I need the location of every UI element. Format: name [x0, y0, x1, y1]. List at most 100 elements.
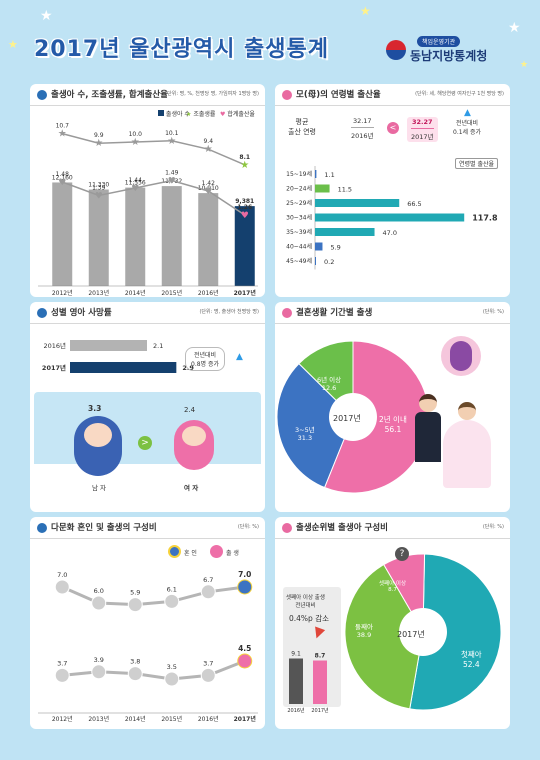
mini-bar	[289, 658, 303, 704]
x-tick-label: 2012년	[52, 715, 73, 723]
marriage-label: 6.7	[203, 576, 213, 584]
bar	[315, 228, 375, 236]
bride-icon	[443, 402, 491, 492]
birth-line	[62, 659, 246, 681]
baby-bubble-icon	[441, 336, 481, 376]
birth-point	[91, 664, 107, 680]
bar	[315, 184, 330, 193]
avg-age-label: 평균 출산 연령	[288, 118, 316, 136]
crude-line	[62, 132, 246, 166]
bar-label: 11,556	[125, 180, 146, 187]
tfr-point: ♥	[204, 187, 212, 197]
birth-order-chart: 9.1 2016년 8.7 2017년	[287, 553, 502, 714]
crude-label: 9.9	[94, 132, 104, 139]
male-label: 남 자	[92, 484, 107, 492]
arrow-icon: <	[387, 122, 399, 134]
tfr-label: 1.26	[237, 204, 252, 211]
bar-label: 12,160	[52, 174, 73, 181]
mini-bar	[313, 660, 327, 704]
birth-label: 3.7	[203, 659, 213, 667]
bar-label: 117.8	[472, 214, 498, 223]
tfr-label: 1.44	[129, 177, 143, 184]
slice-label-2yr: 2년 이내 56.1	[379, 415, 407, 434]
crude-point: ★	[204, 144, 213, 155]
x-tick-label: 2012년	[52, 289, 73, 297]
bar-label: 0.2	[324, 258, 334, 266]
x-tick-label: 2015년	[161, 289, 182, 297]
tfr-point: ♥	[95, 192, 103, 202]
panel-unit: (단위: %)	[482, 309, 504, 315]
age-fertility-panel: 모(母)의 연령별 출산율 (단위: 세, 해당연령 여자인구 1천 명당 명) …	[275, 84, 510, 297]
bar-label: 11.5	[338, 186, 352, 194]
mortality-diff: 전년대비 0.8명 증가	[185, 347, 226, 371]
star-icon: ★	[360, 4, 371, 18]
birth-label: 4.5	[238, 644, 251, 653]
births-panel: 출생아 수, 조출생률, 합계출산율 (단위: 명, %, 천명당 명, 가임여자…	[30, 84, 265, 297]
y-tick-label: 35~39세	[286, 228, 312, 236]
bar	[161, 186, 182, 286]
female-baby-icon	[174, 420, 214, 470]
infant-illustration: 3.3 2.4 > 남 자 여 자	[34, 392, 261, 504]
multicultural-chart: 7.0 6.0 5.9 6.1 6.7 7.0 3.7 3.9 3.8 3.5 3.7 4.5 2012…	[38, 570, 258, 723]
crude-point: ★	[58, 129, 67, 140]
female-label: 여 자	[184, 484, 199, 492]
up-arrow-icon: ▲	[236, 352, 243, 362]
legend-birth: 출 생	[226, 550, 239, 557]
agency-name: 동남지방통계청	[410, 49, 488, 63]
age-fertility-chart: 15~19세 1.1 20~24세 11.5 25~29세 66.5 30~34세 117.8…	[286, 166, 498, 270]
crude-label: 10.1	[165, 130, 179, 137]
birth-label: 3.7	[57, 659, 67, 667]
pie-slice	[409, 553, 502, 711]
bar	[315, 199, 400, 207]
panel-title: 출생아 수, 조출생률, 합계출산율	[51, 90, 168, 100]
bar	[234, 206, 255, 286]
chart-legend: 연령별 출산율	[455, 158, 499, 169]
bar	[315, 257, 316, 265]
panel-unit: (단위: 명, %, 천명당 명, 가임여자 1명당 명)	[165, 91, 259, 97]
bar	[315, 242, 323, 251]
birth-point	[54, 667, 70, 683]
y-tick-label: 20~24세	[286, 185, 312, 193]
pie-center-label: 2017년	[397, 630, 425, 639]
star-icon: ★	[520, 60, 529, 70]
marriage-label: 6.0	[94, 587, 104, 595]
crude-point: ★	[240, 160, 249, 171]
birth-point	[200, 667, 216, 683]
bar-label: 11,732	[161, 178, 182, 185]
agency-subtitle: 책임운영기관	[417, 36, 461, 47]
birth-point	[127, 666, 143, 682]
bar	[88, 189, 109, 286]
births-chart: 12,160 2012년 11,330 2013년 11,556 2014년 11,732 2…	[38, 123, 258, 297]
bar	[315, 213, 465, 222]
mini-bar-label: 9.1	[291, 651, 301, 658]
bar	[52, 182, 73, 286]
crude-label: 9.4	[203, 138, 213, 145]
bar-label: 1.1	[324, 171, 334, 179]
marriage-label: 5.9	[130, 589, 140, 597]
bar-label: 9,381	[235, 198, 254, 205]
panel-unit: (단위: 명, 출생아 천명당 명)	[199, 309, 259, 315]
x-tick-label: 2015년	[161, 715, 182, 723]
marriage-duration-panel: 결혼생활 기간별 출생 (단위: %) 2017년 2년 이내 56.1 3~5년 3…	[275, 302, 510, 512]
marriage-point	[237, 579, 253, 595]
x-tick-label: 2017년	[234, 289, 257, 297]
agency-logo	[386, 40, 406, 60]
slice-label-3to5: 3~5년 31.3	[295, 426, 315, 442]
marriage-point	[200, 584, 216, 600]
birth-label: 3.8	[130, 658, 140, 666]
male-baby-icon	[74, 416, 122, 476]
bar	[198, 193, 219, 286]
tfr-label: 1.48	[56, 171, 70, 178]
legend-crude: ★ 조출생률	[186, 111, 216, 118]
x-tick-label: 2014년	[125, 289, 146, 297]
bar-label: 11,330	[88, 182, 109, 189]
marriage-label: 6.1	[167, 585, 177, 593]
bar-label: 66.5	[407, 200, 421, 208]
tfr-label: 1.49	[165, 170, 179, 177]
y-tick-label: 40~44세	[286, 243, 312, 251]
marriage-label: 7.0	[57, 571, 67, 579]
x-tick-label: 2013년	[88, 715, 109, 723]
legend-births: 출생아 수	[158, 109, 190, 118]
tfr-point: ♥	[241, 211, 249, 221]
bar	[125, 187, 146, 286]
